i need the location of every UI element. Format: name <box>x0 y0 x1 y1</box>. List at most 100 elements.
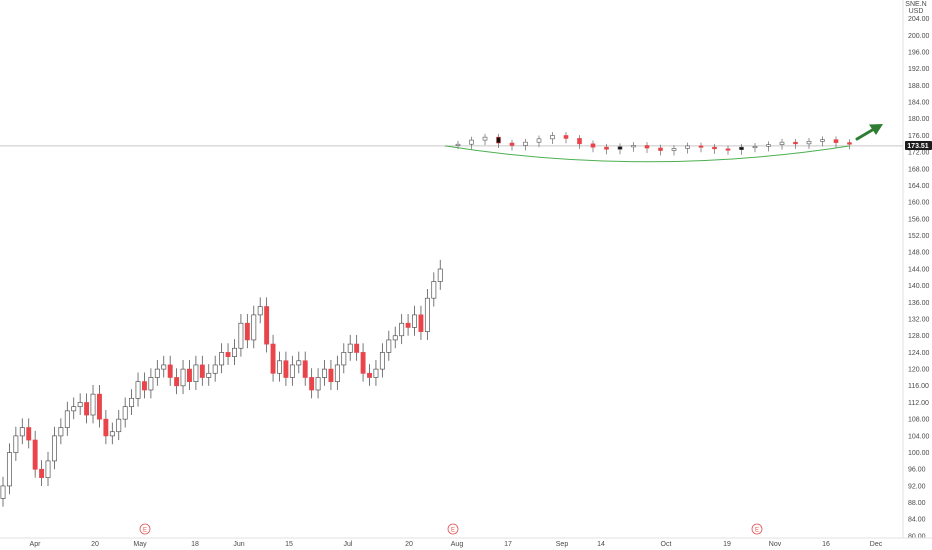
price-tick-label: 128.00 <box>908 333 930 340</box>
projection-body <box>658 147 663 151</box>
candle-body <box>84 402 90 416</box>
candle <box>45 451 51 486</box>
candle <box>161 355 167 378</box>
price-tick-label: 120.00 <box>908 367 930 374</box>
time-tick-label: Dec <box>870 541 883 548</box>
time-tick-label: 16 <box>822 541 830 548</box>
projection-candle <box>469 136 474 150</box>
candle-body <box>219 352 225 366</box>
candle-body <box>232 347 237 357</box>
candle <box>225 343 231 365</box>
candle <box>135 372 141 407</box>
candle <box>405 314 411 336</box>
projection-body <box>793 141 798 145</box>
projection-candle <box>685 142 690 154</box>
candle <box>26 418 32 449</box>
candle-body <box>0 485 6 499</box>
candle <box>167 355 173 386</box>
candle <box>6 443 12 495</box>
candle <box>193 355 199 390</box>
projection-candle <box>523 138 528 151</box>
projection-body <box>604 146 609 150</box>
candle-body <box>142 381 147 391</box>
price-tick-label: 184.00 <box>908 100 930 107</box>
candle-body <box>437 268 443 282</box>
earnings-label: E <box>755 527 759 533</box>
candle-body <box>180 368 186 387</box>
projection-body <box>644 145 650 149</box>
candle <box>180 359 186 395</box>
candle <box>212 355 218 382</box>
candle-body <box>315 377 321 391</box>
earnings-circle <box>139 523 151 535</box>
candle <box>360 343 366 382</box>
candle <box>77 393 83 416</box>
candle-body <box>373 368 379 378</box>
projection-body <box>631 145 636 148</box>
candle-body <box>424 297 430 332</box>
candle-body <box>360 352 366 374</box>
candle-body <box>322 368 327 378</box>
projection-candle <box>658 144 663 156</box>
candle <box>315 368 321 399</box>
candle-body <box>26 427 32 441</box>
candle-body <box>6 452 12 487</box>
time-tick-label: Oct <box>661 541 672 548</box>
candle-body <box>289 364 295 378</box>
candle <box>412 305 417 336</box>
price-tick-label: 196.00 <box>908 49 930 56</box>
candle <box>244 314 250 349</box>
candle-body <box>347 343 353 353</box>
projection-body <box>806 141 812 145</box>
projection-candle <box>752 143 758 153</box>
price-axis[interactable]: 204.00 200.00 196.00 192.00 188.00 184.00 180.… <box>908 16 930 540</box>
time-tick-label: Sep <box>556 541 569 548</box>
candle <box>296 351 302 374</box>
projection-body <box>766 144 771 147</box>
candle-body <box>257 306 263 316</box>
candle-body <box>135 381 141 399</box>
projection-candle <box>766 141 771 152</box>
projection-body <box>725 148 731 151</box>
projection-candle <box>671 145 677 156</box>
time-tick-label: 20 <box>91 541 99 548</box>
projection-candle <box>725 145 731 155</box>
candle <box>71 397 77 420</box>
candle-body <box>431 281 437 299</box>
candle-body <box>39 468 45 478</box>
earnings-marker: E <box>751 523 763 535</box>
candle-body <box>109 431 115 437</box>
projection-body <box>577 138 582 145</box>
projection-candle <box>550 132 555 144</box>
candle-body <box>154 368 160 378</box>
candle-body <box>19 427 25 437</box>
candle-body <box>148 377 154 391</box>
candle-body <box>77 402 83 408</box>
candle <box>386 330 392 361</box>
candle <box>379 343 385 378</box>
candle-body <box>199 364 205 378</box>
time-tick-label: Jun <box>233 541 244 548</box>
candle-body <box>64 410 70 428</box>
projection-body <box>509 142 515 146</box>
projection-candle <box>847 139 852 150</box>
candle-body <box>309 377 315 391</box>
candle <box>103 410 109 445</box>
candle <box>174 368 180 395</box>
candle-body <box>392 335 398 341</box>
projection-body <box>496 136 501 144</box>
candle-body <box>174 377 180 387</box>
time-axis[interactable]: Apr 20 May 18 Jun 15 Jul 20 Aug 17 Sep 14 Oct 19 Nov 16… <box>30 541 883 548</box>
candle-body <box>264 306 270 345</box>
candle-body <box>206 372 212 378</box>
candle <box>322 359 327 386</box>
candle-body <box>296 360 302 366</box>
earnings-circle <box>447 523 459 535</box>
candle <box>431 272 437 307</box>
candle <box>148 368 154 399</box>
projection-body <box>617 146 623 150</box>
projection-body <box>469 139 474 145</box>
last-price-badge <box>905 141 932 150</box>
price-tick-label: 180.00 <box>908 116 930 123</box>
